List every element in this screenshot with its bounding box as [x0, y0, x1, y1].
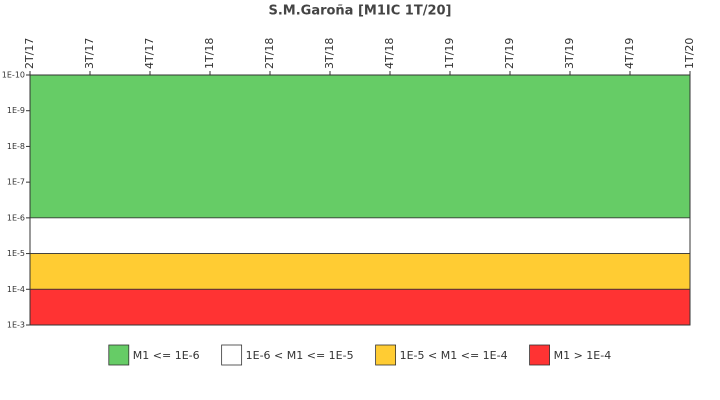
x-tick-label: 3T/19	[563, 38, 576, 69]
legend-swatch	[221, 344, 243, 366]
x-tick-label: 1T/20	[683, 38, 696, 69]
chart-title: S.M.Garoña [M1IC 1T/20]	[268, 4, 451, 19]
legend-label: M1 <= 1E-6	[133, 349, 200, 362]
band	[29, 253, 691, 290]
y-tick-label: 1E-7	[7, 178, 25, 187]
band	[29, 217, 691, 254]
band	[29, 74, 691, 219]
x-tick-label: 1T/18	[203, 38, 216, 69]
x-tick-label: 3T/17	[83, 38, 96, 69]
y-tick-label: 1E-5	[7, 249, 25, 258]
legend-label: 1E-5 < M1 <= 1E-4	[400, 349, 508, 362]
legend-label: M1 > 1E-4	[554, 349, 612, 362]
x-tick-label: 2T/19	[503, 38, 516, 69]
legend-swatch	[529, 344, 550, 366]
legend-swatch	[108, 344, 130, 366]
x-tick-label: 1T/19	[443, 38, 456, 69]
y-tick-label: 1E-3	[7, 321, 25, 330]
x-tick-label: 2T/17	[23, 38, 36, 69]
legend-label: 1E-6 < M1 <= 1E-5	[246, 349, 354, 362]
x-tick-label: 3T/18	[323, 38, 336, 69]
x-tick-label: 2T/18	[263, 38, 276, 69]
x-tick-label: 4T/19	[623, 38, 636, 69]
y-tick-label: 1E-4	[7, 285, 25, 294]
x-tick-label: 4T/18	[383, 38, 396, 69]
y-tick-label: 1E-6	[7, 213, 25, 222]
y-tick-label: 1E-8	[7, 142, 25, 151]
y-tick-label: 1E-10	[2, 71, 25, 80]
y-tick-label: 1E-9	[7, 106, 25, 115]
legend-swatch	[375, 344, 397, 366]
x-tick-label: 4T/17	[143, 38, 156, 69]
plot-frame	[29, 74, 691, 326]
band	[29, 288, 691, 326]
